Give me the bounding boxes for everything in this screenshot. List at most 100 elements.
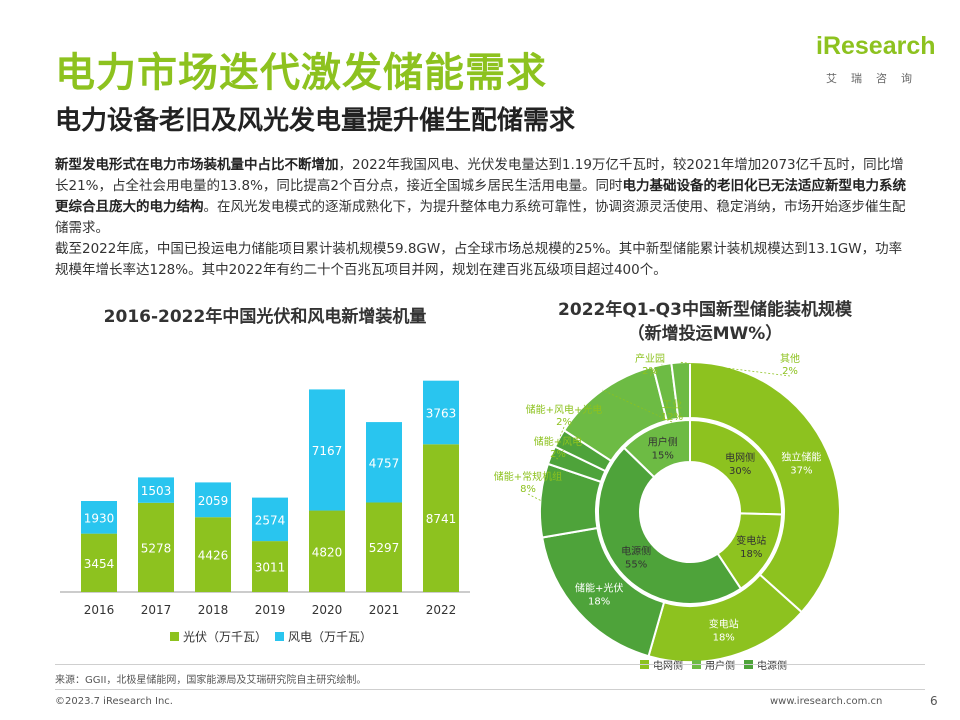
solar-value-2021: 5297: [369, 541, 400, 555]
wind-value-2022: 3763: [426, 406, 457, 420]
x-tick-2018: 2018: [198, 603, 229, 617]
wind-bar-2017: [138, 477, 174, 503]
divider-top: [55, 664, 925, 665]
website-link[interactable]: www.iresearch.com.cn: [770, 696, 883, 707]
x-tick-2020: 2020: [312, 603, 343, 617]
bar-chart-title: 2016-2022年中国光伏和风电新增装机量: [103, 307, 427, 327]
outer-label-3: 储能+常规机组: [494, 470, 562, 483]
wind-value-2018: 2059: [198, 494, 229, 508]
inner-label-2: 电源侧: [621, 545, 651, 558]
x-tick-2017: 2017: [141, 603, 172, 617]
text-1: ，2022年我国风电、光伏发电量达到1.19万亿千瓦时，较2021年增加2073…: [55, 157, 904, 194]
outer-value-3: 8%: [520, 484, 536, 495]
donut-legend-label-0: 电网侧: [653, 659, 683, 672]
x-tick-2021: 2021: [369, 603, 400, 617]
outer-label-7: 产业园: [635, 352, 665, 365]
inner-value-3: 15%: [652, 451, 674, 462]
solar-value-2018: 4426: [198, 549, 229, 563]
inner-value-1: 18%: [740, 549, 762, 560]
paragraph-1: 新型发电形式在电力市场装机量中占比不断增加，2022年我国风电、光伏发电量达到1…: [55, 155, 910, 239]
leader-line-4: [550, 454, 559, 460]
wind-value-2019: 2574: [255, 513, 286, 527]
donut-legend-label-2: 电源侧: [757, 659, 787, 672]
outer-value-7: 2%: [642, 366, 658, 377]
outer-value-1: 18%: [713, 632, 735, 643]
outer-slice-8: [670, 360, 691, 420]
page-title: 电力市场迭代激发储能需求: [55, 50, 547, 96]
outer-label-8: 其他: [780, 352, 800, 365]
outer-value-8: 2%: [782, 366, 798, 377]
page-number: 6: [930, 694, 938, 708]
leader-line-6: [602, 389, 673, 423]
copyright: ©2023.7 iResearch Inc.: [55, 696, 173, 707]
wind-value-2016: 1930: [84, 511, 115, 525]
donut-title-line2: （新增投运MW%）: [627, 324, 783, 344]
inner-value-0: 30%: [729, 466, 751, 477]
outer-value-4: 2%: [550, 449, 566, 460]
wind-bar-2016: [81, 501, 117, 534]
outer-value-2: 18%: [588, 596, 610, 607]
logo-chinese-name: 艾瑞咨询: [826, 72, 926, 85]
outer-value-5: 2%: [556, 417, 572, 428]
inner-slice-0: [689, 418, 783, 516]
highlight-2: 电力基础设备的老旧化已无法适应新型电力系统更综合且庞大的电力结构: [55, 178, 906, 215]
wind-bar-2018: [195, 482, 231, 518]
x-tick-2016: 2016: [84, 603, 115, 617]
x-tick-2022: 2022: [426, 603, 457, 617]
source-note: 来源：GGII，北极星储能网，国家能源局及艾瑞研究院自主研究绘制。: [55, 675, 367, 686]
solar-value-2022: 8741: [426, 512, 457, 526]
solar-bar-2021: [366, 502, 402, 592]
highlight-1: 新型发电形式在电力市场装机量中占比不断增加: [55, 157, 339, 173]
bar-chart: 3454 1930 2016 5278 1503 2017 4426 2059 2018 3011…: [60, 380, 470, 644]
paragraph-2: 截至2022年底，中国已投运电力储能项目累计装机规模59.8GW，占全球市场总规…: [55, 241, 903, 278]
legend-swatch-1: [275, 632, 284, 641]
outer-value-6: 12%: [661, 412, 683, 423]
inner-slice-3: [622, 418, 691, 479]
wind-bar-2020: [309, 389, 345, 511]
outer-label-6: 工业: [662, 399, 682, 411]
legend-label-1: 风电（万千瓦）: [288, 630, 372, 644]
leader-line-7: [649, 364, 663, 377]
wind-bar-2021: [366, 422, 402, 503]
outer-label-1: 变电站: [709, 617, 739, 630]
wind-value-2021: 4757: [369, 456, 400, 470]
iresearch-logo: iResearch 艾瑞咨询: [812, 30, 936, 90]
solar-bar-2022: [423, 444, 459, 592]
outer-label-4: 储能+风电: [534, 435, 582, 448]
logo-wordmark: iResearch: [816, 32, 936, 60]
solar-bar-2019: [252, 541, 288, 592]
inner-value-2: 55%: [625, 560, 647, 571]
solar-value-2016: 3454: [84, 557, 115, 571]
solar-value-2017: 5278: [141, 541, 172, 555]
solar-value-2019: 3011: [255, 561, 286, 575]
divider-bottom: [55, 689, 925, 690]
inner-label-1: 变电站: [736, 534, 766, 547]
body-text: 新型发电形式在电力市场装机量中占比不断增加，2022年我国风电、光伏发电量达到1…: [55, 155, 910, 281]
inner-label-0: 电网侧: [725, 451, 755, 464]
solar-bar-2017: [138, 502, 174, 592]
wind-value-2020: 7167: [312, 444, 343, 458]
solar-bar-2016: [81, 533, 117, 592]
outer-label-2: 储能+光伏: [575, 581, 623, 594]
page-subtitle: 电力设备老旧及风光发电量提升催生配储需求: [55, 106, 576, 136]
outer-label-0: 独立储能: [781, 450, 821, 463]
legend-swatch-0: [170, 632, 179, 641]
legend-label-0: 光伏（万千瓦）: [183, 630, 267, 644]
outer-slice-0: [689, 360, 841, 614]
outer-value-0: 37%: [790, 465, 812, 476]
donut-chart: 电网侧 30% 变电站 18% 电源侧 55% 用户侧 15% 独立储能 37% 变电站 18% 储能+…: [494, 352, 841, 672]
inner-slice-2: [597, 446, 743, 605]
donut-legend-label-1: 用户侧: [705, 659, 735, 672]
wind-value-2017: 1503: [141, 484, 172, 498]
text-2: 。在风光发电模式的逐渐成熟化下，为提升整体电力系统可靠性，协调资源灵活使用、稳定…: [55, 199, 906, 236]
wind-bar-2022: [423, 380, 459, 445]
donut-title-line1: 2022年Q1-Q3中国新型储能装机规模: [558, 300, 852, 320]
inner-label-3: 用户侧: [648, 436, 678, 449]
outer-label-5: 储能+风电+光电: [526, 403, 603, 416]
solar-value-2020: 4820: [312, 545, 343, 559]
wind-bar-2019: [252, 497, 288, 542]
x-tick-2019: 2019: [255, 603, 286, 617]
donut-chart-title: 2022年Q1-Q3中国新型储能装机规模 （新增投运MW%）: [500, 298, 910, 346]
solar-bar-2018: [195, 517, 231, 592]
solar-bar-2020: [309, 510, 345, 592]
